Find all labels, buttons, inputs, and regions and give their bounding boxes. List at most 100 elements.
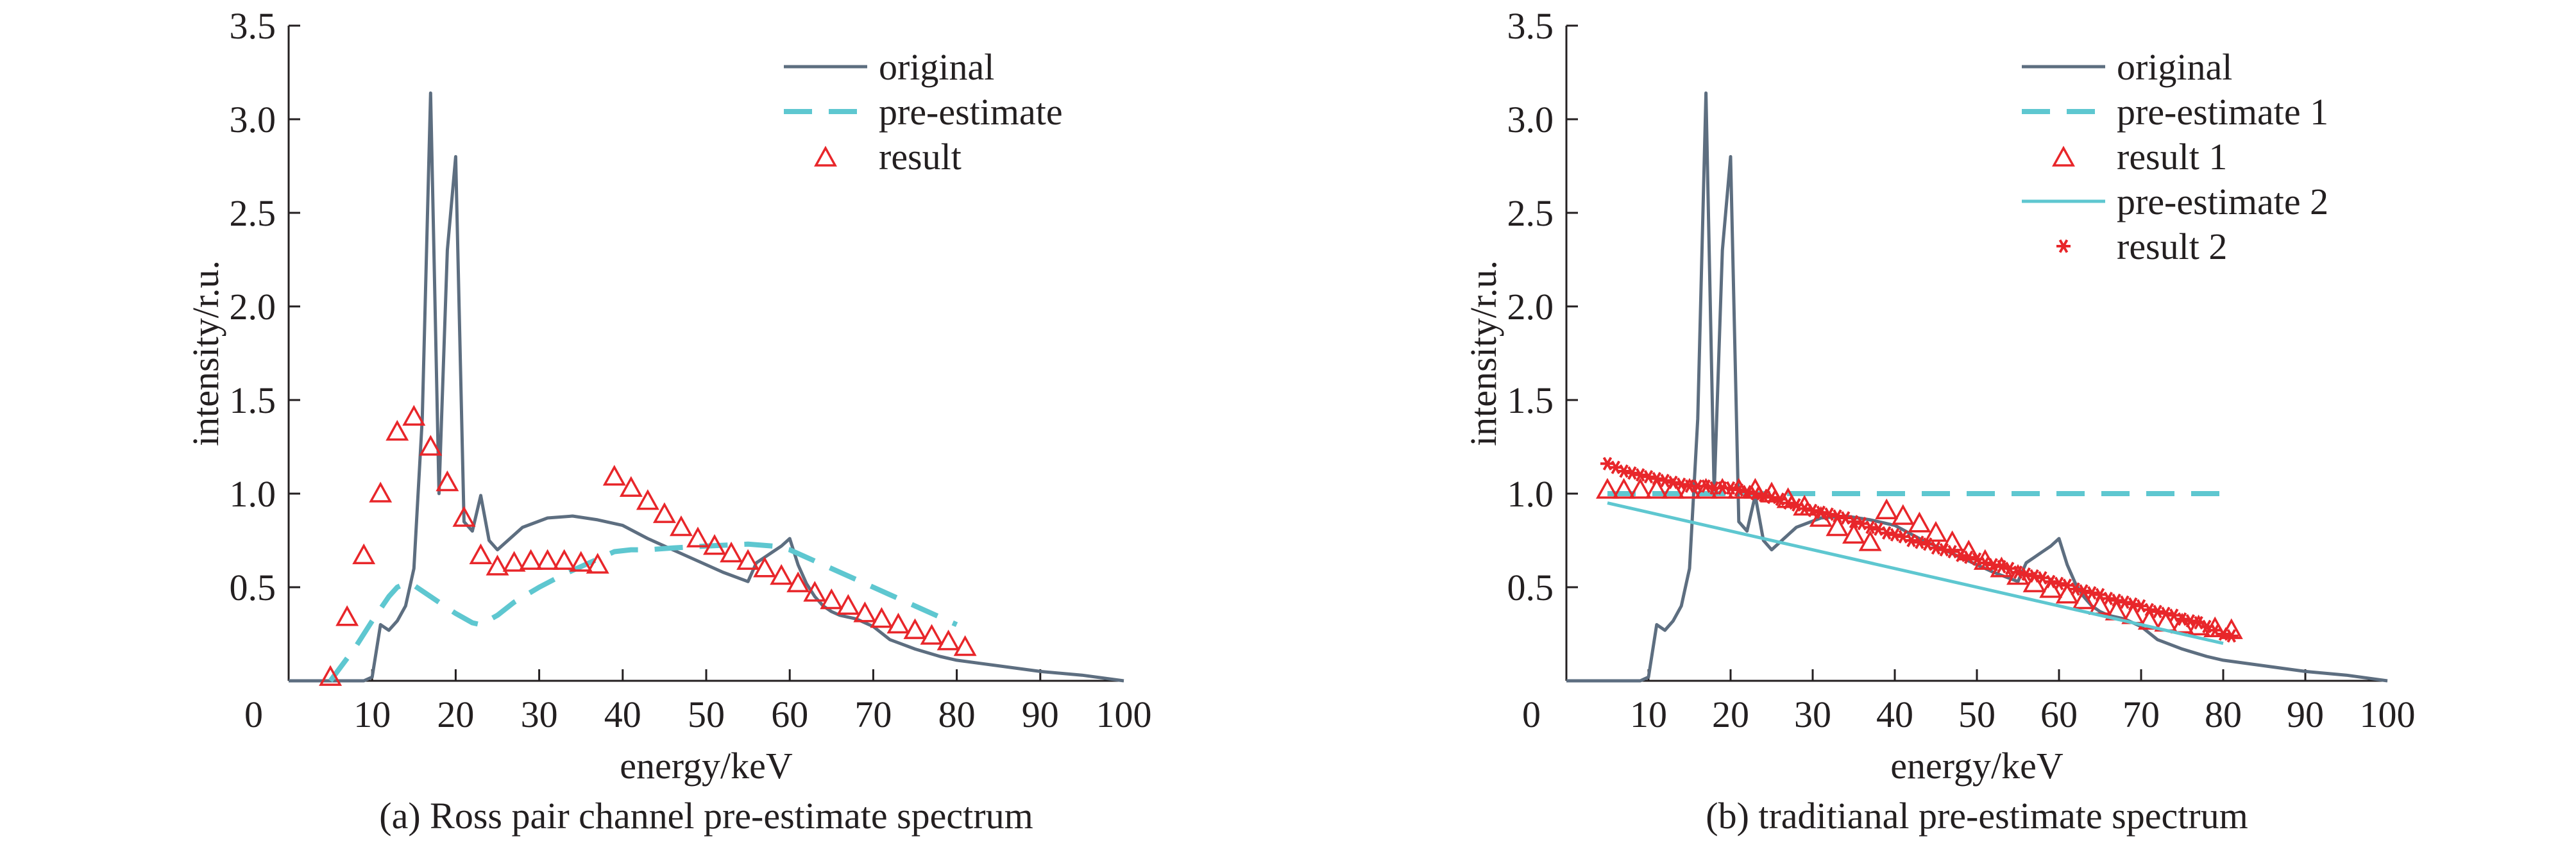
x-tick-label: 40: [604, 694, 641, 735]
data-point-result: [602, 465, 626, 486]
data-point-result-1: [2089, 594, 2112, 615]
data-point-result: [803, 581, 827, 602]
legend-swatch: [814, 146, 837, 167]
x-tick-label: 60: [771, 694, 808, 735]
series-line-pre-estimate: [328, 541, 958, 683]
data-point-result-2: [1994, 560, 2009, 574]
data-point-result: [536, 549, 559, 570]
panel-b: 10 20 30 40 50 60 70 80 90 100 0 0.5 1.0 1.5 2.0 2.5 3.0…: [1462, 5, 2416, 837]
y-tick-label: 1.5: [230, 380, 276, 421]
data-point-result-1: [1612, 478, 1636, 499]
data-point-result: [820, 588, 843, 610]
y-tick-label: 3.5: [230, 5, 276, 47]
data-point-result-2: [2142, 603, 2157, 617]
x-tick-label: 70: [2123, 694, 2160, 735]
y-tick-label: 0.5: [1507, 567, 1554, 608]
data-point-result: [920, 624, 944, 645]
data-point-result: [652, 502, 676, 523]
data-point-result-2: [1797, 501, 1812, 515]
data-point-result: [519, 549, 543, 570]
x-axis-title: energy/keV: [1890, 745, 2063, 787]
data-point-result: [703, 534, 726, 555]
data-point-result: [469, 543, 493, 565]
legend-label: pre-estimate 2: [2117, 181, 2328, 222]
legend-label: result 2: [2117, 226, 2227, 267]
data-point-result-2: [1847, 515, 1861, 529]
data-point-result-2: [2085, 586, 2099, 600]
data-point-result-2: [2150, 605, 2165, 619]
data-point-result-2: [1929, 541, 1943, 555]
x-tick-label: 20: [1712, 694, 1749, 735]
y-tick-label: 3.0: [1507, 99, 1554, 140]
y-tick-label: 1.5: [1507, 380, 1554, 421]
data-point-result: [419, 435, 443, 456]
data-point-result-2: [2216, 627, 2230, 641]
legend-label: pre-estimate 1: [2117, 91, 2328, 133]
data-point-result-1: [1596, 478, 1619, 499]
x-tick-label: 10: [1630, 694, 1667, 735]
data-point-result-2: [2175, 612, 2189, 626]
data-point-result-2: [2117, 595, 2132, 609]
x-tick-label: 20: [437, 694, 474, 735]
data-point-result-2: [1748, 487, 1763, 501]
data-point-result: [669, 515, 693, 537]
series-line-original: [289, 91, 1124, 683]
legend-label: original: [879, 46, 994, 88]
x-tick-label: 30: [521, 694, 558, 735]
data-point-result: [486, 555, 509, 576]
data-point-result: [369, 481, 393, 503]
data-point-result-2: [2101, 591, 2115, 606]
data-point-result-1: [1858, 530, 1882, 551]
data-point-result: [903, 618, 927, 639]
data-point-result: [586, 553, 609, 574]
data-point-result-1: [1891, 504, 1915, 525]
x-tick-label: 90: [1022, 694, 1059, 735]
series-line-pre-estimate-2: [1607, 501, 2224, 646]
figure-caption: (b) traditianal pre-estimate spectrum: [1706, 795, 2248, 837]
figure-caption: (a) Ross pair channel pre-estimate spect…: [379, 795, 1033, 837]
data-point-result-2: [1699, 479, 1713, 493]
y-tick-label: 0: [244, 694, 263, 735]
data-point-result: [335, 605, 359, 626]
data-point-result-2: [2126, 597, 2140, 611]
data-point-result-1: [2072, 588, 2096, 610]
legend-swatch: [2056, 239, 2071, 253]
data-point-result-2: [1912, 535, 1927, 549]
data-point-result-2: [1781, 496, 1795, 510]
y-tick-label: 0.5: [230, 567, 276, 608]
data-point-result-1: [1645, 478, 1668, 499]
data-point-result-1: [1629, 478, 1652, 499]
data-point-result-2: [2027, 569, 2042, 583]
data-point-result: [786, 571, 810, 592]
data-point-result-2: [1978, 556, 1992, 570]
data-point-result: [853, 601, 877, 622]
data-point-result-2: [2052, 576, 2066, 590]
data-point-result-2: [2183, 613, 2198, 628]
data-point-result: [686, 526, 709, 547]
y-tick-label: 2.0: [230, 286, 276, 328]
data-point-result-1: [1908, 512, 1931, 533]
y-tick-label: 3.5: [1507, 5, 1554, 47]
data-point-result-1: [1924, 521, 1947, 542]
x-tick-label: 50: [1958, 694, 1996, 735]
x-tick-label: 70: [854, 694, 892, 735]
data-point-result: [936, 630, 960, 651]
data-point-result-2: [2068, 582, 2083, 596]
data-point-result-2: [1765, 490, 1779, 505]
data-point-result-2: [1806, 503, 1820, 517]
legend-label: result: [879, 136, 962, 178]
data-point-result-1: [1743, 478, 1767, 499]
data-point-result-2: [1962, 550, 1976, 564]
data-point-result-2: [1657, 473, 1672, 488]
legend-label: result 1: [2117, 136, 2227, 178]
x-axis-title: energy/keV: [620, 745, 793, 787]
data-point-result-2: [1986, 558, 2001, 572]
legend-label: original: [2117, 46, 2232, 88]
data-point-result-2: [1641, 470, 1656, 484]
data-point-result-2: [1813, 505, 1828, 519]
legend-label: pre-estimate: [879, 91, 1063, 133]
data-point-result-2: [1953, 548, 1968, 562]
data-point-result-1: [2137, 608, 2161, 630]
data-point-result-2: [1616, 464, 1631, 478]
